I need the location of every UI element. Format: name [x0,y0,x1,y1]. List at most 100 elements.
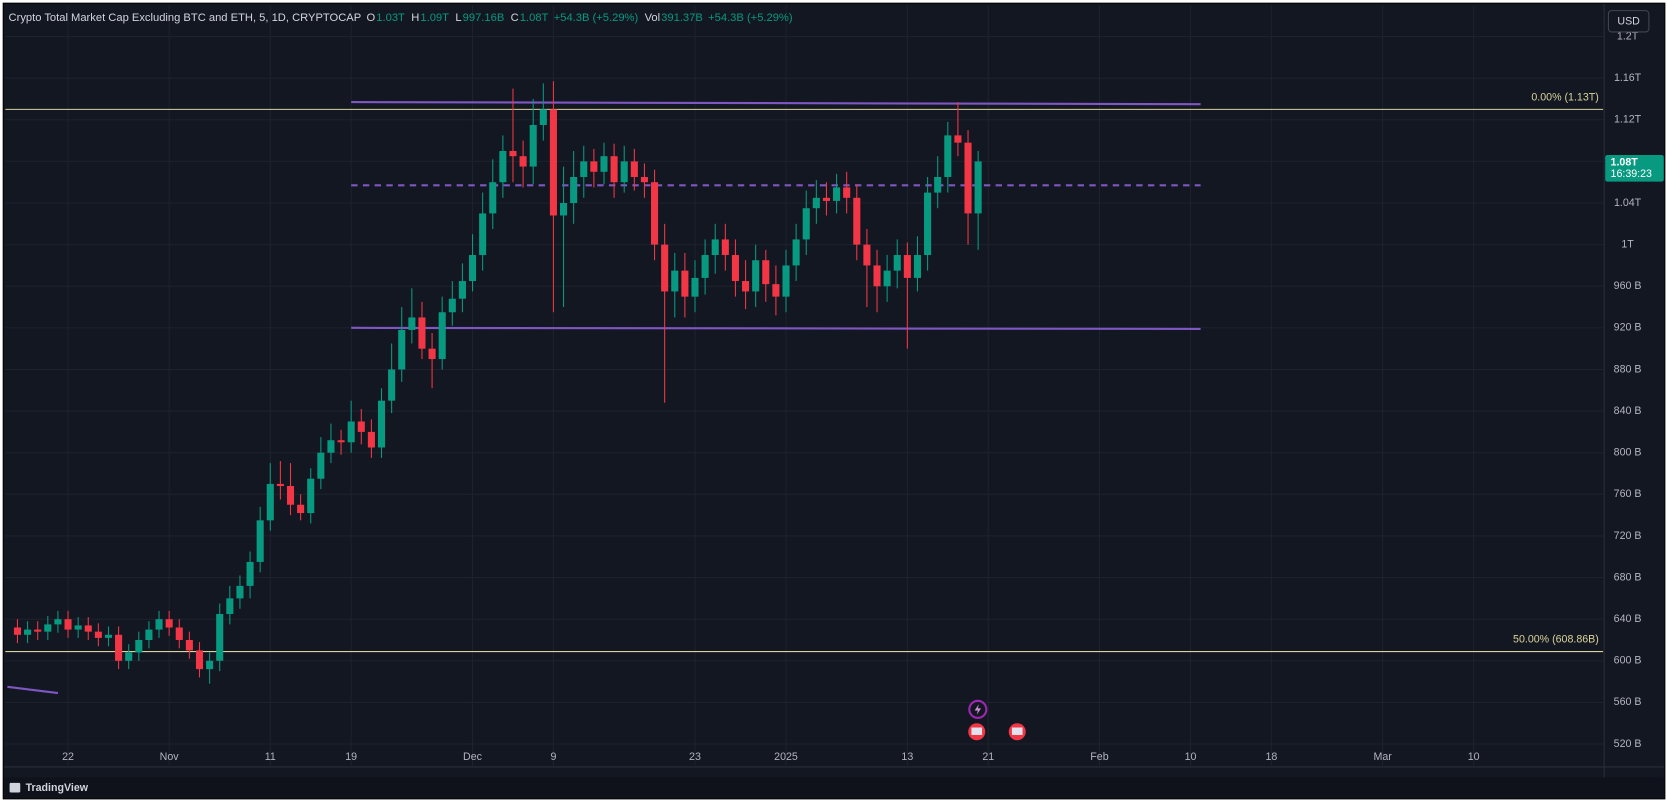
ohlc-value: 1.08T [520,12,549,24]
candle-body [367,431,375,448]
candle-body [468,255,477,282]
chart-title: Crypto Total Market Cap Excluding BTC an… [9,12,362,24]
last-price-countdown: 16:39:23 [1611,168,1653,180]
x-tick-label: Nov [160,751,180,763]
candle-body [762,260,770,285]
candle-body [185,639,193,651]
candle-body [539,109,547,125]
candle-body [721,239,729,256]
last-price-label: 1.08T [1611,156,1639,168]
brand-logo [9,782,21,793]
x-tick-label: 18 [1265,751,1277,763]
currency-button[interactable] [1607,10,1650,33]
legend-header: Crypto Total Market Cap Excluding BTC an… [9,12,793,24]
x-tick-label: 23 [689,751,701,763]
y-tick-label: 640 B [1614,613,1642,625]
candle-body [661,244,669,292]
y-tick-label: 1.12T [1614,114,1642,126]
candle-body [236,585,244,599]
candle-body [286,486,295,505]
candle-body [843,187,851,198]
candle-body [317,452,325,479]
trend-line [7,685,59,695]
candle-body [44,624,52,632]
last-price-box [1605,154,1664,182]
candle-body [671,270,679,292]
candle-body [651,182,659,245]
candle-body [964,142,972,214]
candle-body [165,619,173,628]
candle-body [752,260,760,292]
trend-line [351,326,1201,330]
candle-body [155,619,163,630]
candle-body [125,652,133,661]
candle-body [580,161,588,177]
ohlc-key: C [511,12,519,24]
candle-body [448,298,456,313]
candle-body [34,629,42,632]
candle-body [944,135,952,177]
ohlc-value: 997.16B [463,12,505,24]
ohlc-key: H [411,12,419,24]
axes: 520 B 560 B 600 B 640 B 680 B 720 B 760 B 800 B… [62,30,1664,763]
x-tick-label: 19 [345,751,357,763]
candle-body [873,265,881,287]
y-tick-label: 880 B [1614,363,1642,375]
candle-body [974,161,982,214]
volume-key: Vol [645,12,661,24]
candle-body [731,255,739,282]
x-tick-label: 10 [1185,751,1197,763]
candle-body [398,329,406,370]
candle-body [104,634,113,638]
candle-body [307,478,315,514]
candle-body [216,613,224,661]
candle-body [428,348,436,360]
y-tick-label: 800 B [1614,447,1642,459]
candle-body [792,239,800,266]
candle-body [388,369,396,401]
candle-body [418,317,426,349]
fib-label: 0.00% (1.13T) [1531,91,1598,103]
candle-body [529,124,537,167]
y-tick-label: 760 B [1614,488,1642,500]
candle-body [499,150,507,183]
candle-body [812,197,820,209]
candle-body [509,150,517,157]
y-tick-label: 1.2T [1617,30,1639,42]
y-tick-label: 680 B [1614,571,1642,583]
ohlc-value: 1.03T [376,12,405,24]
x-tick-label: Feb [1090,751,1108,763]
x-tick-label: 2025 [774,751,798,763]
candle-body [206,660,214,670]
currency-label[interactable]: USD [1617,16,1640,28]
candle-body [549,109,557,216]
candle-body [175,627,183,640]
y-tick-label: 560 B [1614,696,1642,708]
candle-body [954,135,962,143]
candle-body [610,156,618,183]
candle-body [802,208,810,240]
change: +54.3B (+5.29%) [554,12,639,24]
y-tick-label: 720 B [1614,530,1642,542]
y-tick-label: 840 B [1614,405,1642,417]
candle-body [246,561,254,586]
candle-body [54,619,62,625]
fib-label: 50.00% (608.86B) [1513,634,1599,646]
candle-body [357,421,365,432]
y-tick-label: 520 B [1614,738,1642,750]
candle-body [145,629,153,640]
candle-body [195,650,204,670]
y-tick-label: 1T [1621,238,1634,250]
candle-body [863,244,871,266]
candle-body [934,176,942,193]
candle-body [893,255,901,271]
trend-line [351,101,1201,106]
candle-body [853,197,861,245]
candle-body [327,440,335,453]
candle-body [701,255,709,278]
candle-body [691,277,699,297]
candle-body [479,213,487,256]
candle-body [438,312,446,360]
